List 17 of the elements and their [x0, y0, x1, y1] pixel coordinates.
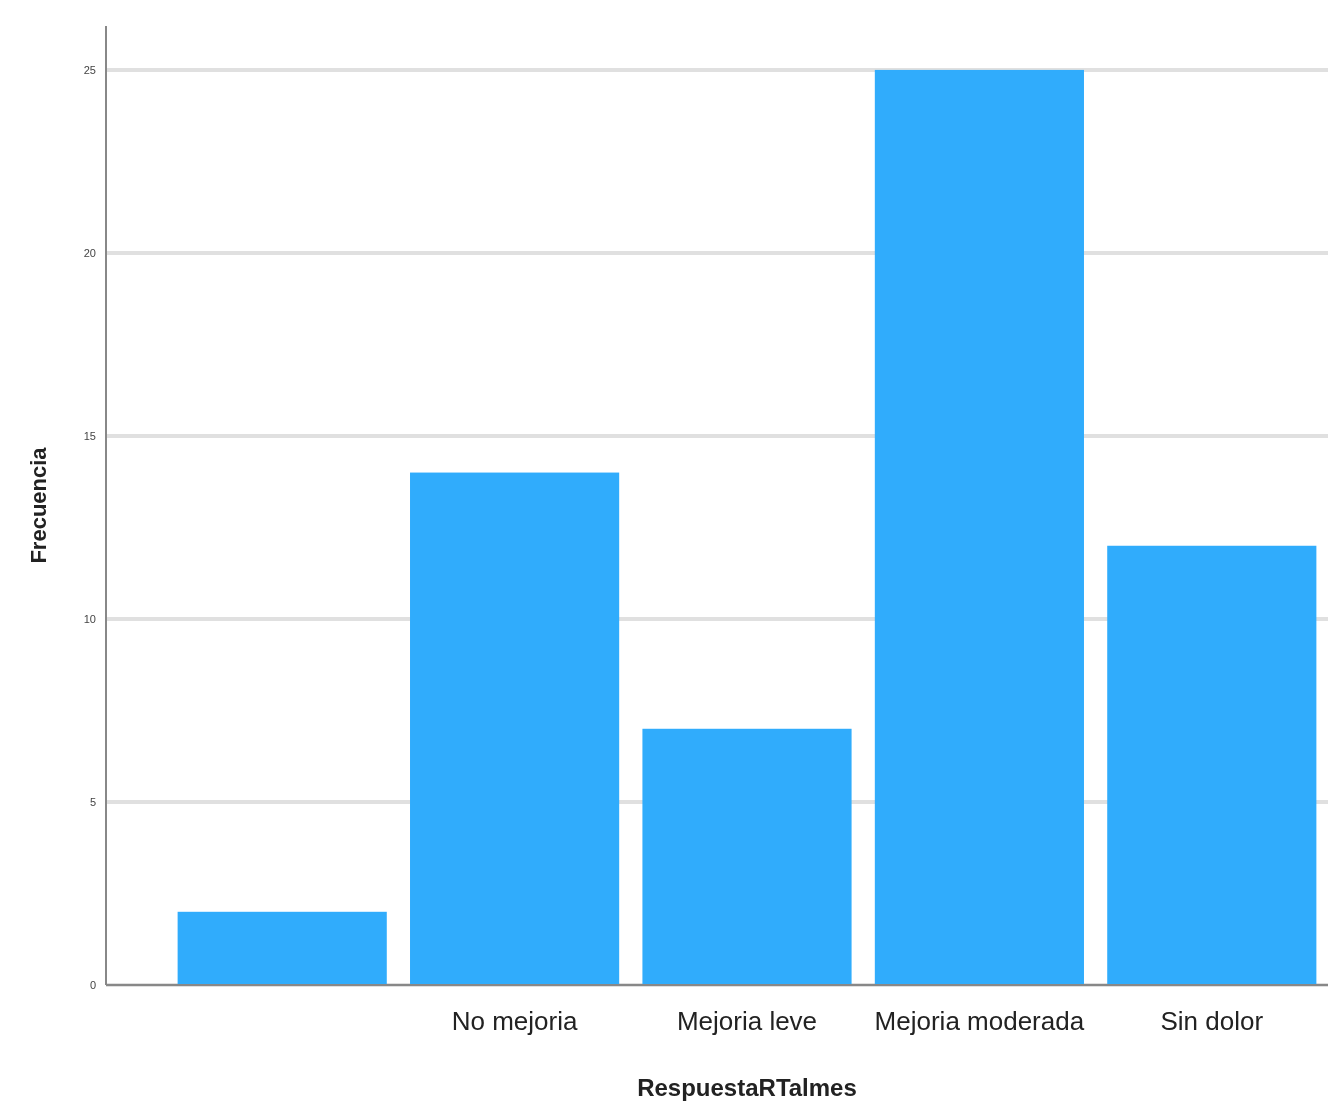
bar [177, 911, 387, 985]
y-tick-label: 15 [83, 429, 96, 442]
y-tick-label: 0 [89, 978, 96, 991]
bar [410, 472, 620, 985]
y-tick-label: 25 [83, 63, 96, 76]
y-axis-title: Frecuencia [26, 446, 51, 564]
x-tick-label: Sin dolor [1160, 1006, 1264, 1036]
x-tick-label: No mejoria [451, 1006, 578, 1036]
x-tick-label: Mejoria leve [676, 1006, 818, 1036]
y-tick-label: 20 [83, 246, 96, 259]
y-tick-label: 5 [89, 795, 96, 808]
x-tick-label: Mejoria moderada [874, 1006, 1085, 1036]
x-axis-title: RespuestaRTalmes [637, 1074, 857, 1101]
y-tick-label: 10 [83, 612, 96, 625]
bar [1107, 545, 1317, 985]
bar [874, 69, 1084, 985]
bar [642, 728, 852, 985]
